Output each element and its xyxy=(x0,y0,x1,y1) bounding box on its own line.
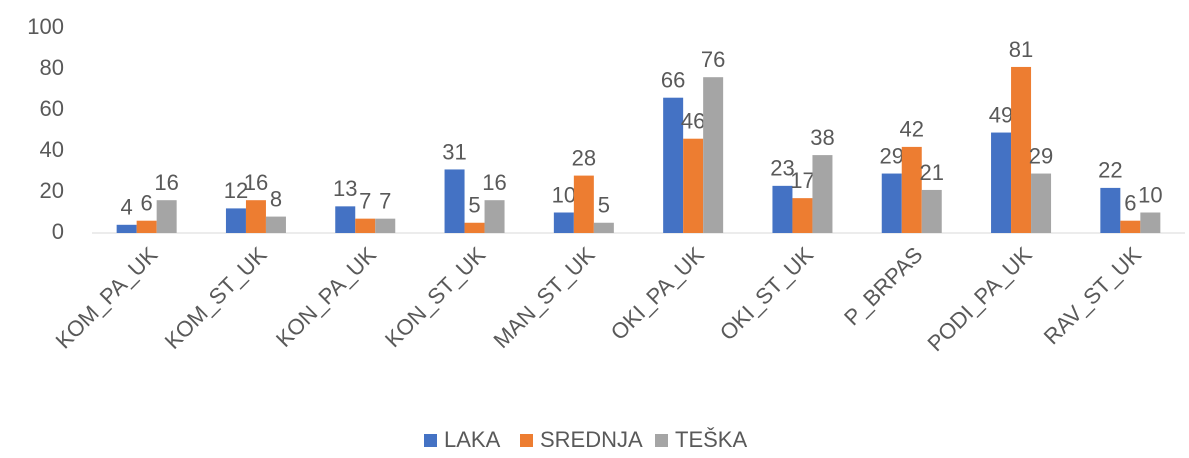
x-tick-label: RAV_ST_UK xyxy=(1039,242,1147,350)
y-tick-label: 60 xyxy=(40,96,64,121)
bar xyxy=(464,222,485,233)
x-tick-label: KOM_ST_UK xyxy=(160,242,272,354)
data-label: 16 xyxy=(154,170,178,195)
data-label: 10 xyxy=(552,182,576,207)
bar xyxy=(1120,220,1141,233)
data-label: 4 xyxy=(121,195,133,220)
y-tick-label: 0 xyxy=(52,219,64,244)
bar xyxy=(593,222,614,233)
data-label: 10 xyxy=(1138,182,1162,207)
x-tick-label: KON_PA_UK xyxy=(271,242,381,352)
data-label: 81 xyxy=(1009,37,1033,62)
data-label: 7 xyxy=(359,188,371,213)
data-label: 6 xyxy=(1124,191,1136,216)
data-label: 22 xyxy=(1098,158,1122,183)
data-label: 5 xyxy=(598,193,610,218)
bar xyxy=(335,206,356,233)
bar xyxy=(772,185,793,233)
data-label: 42 xyxy=(900,117,924,142)
bar xyxy=(553,212,574,233)
bar xyxy=(484,200,505,233)
bar xyxy=(1011,66,1032,233)
bar xyxy=(355,218,376,233)
data-label: 28 xyxy=(572,145,596,170)
legend-label: LAKA xyxy=(444,427,501,452)
legend-swatch xyxy=(520,434,533,447)
data-label: 23 xyxy=(770,156,794,181)
bar xyxy=(881,173,902,233)
data-label: 38 xyxy=(810,125,834,150)
bar xyxy=(1100,187,1121,233)
data-label: 31 xyxy=(442,139,466,164)
x-tick-label: OKI_ST_UK xyxy=(715,242,818,345)
x-tick-label: PODI_PA_UK xyxy=(922,242,1036,356)
data-label: 17 xyxy=(790,168,814,193)
bar xyxy=(225,208,246,233)
legend-swatch xyxy=(655,434,668,447)
bar xyxy=(116,224,137,233)
legend-swatch xyxy=(424,434,437,447)
legend-label: SREDNJA xyxy=(540,427,643,452)
y-tick-label: 20 xyxy=(40,178,64,203)
bar xyxy=(156,200,177,233)
bar xyxy=(901,146,922,233)
bar xyxy=(136,220,157,233)
data-label: 29 xyxy=(1029,143,1053,168)
x-tick-label: MAN_ST_UK xyxy=(488,242,599,353)
data-label: 16 xyxy=(482,170,506,195)
data-label: 21 xyxy=(920,160,944,185)
data-label: 66 xyxy=(661,68,685,93)
bar xyxy=(991,132,1012,233)
bar xyxy=(1140,212,1161,233)
bar xyxy=(792,198,813,233)
bar xyxy=(703,77,724,233)
x-tick-label: KON_ST_UK xyxy=(380,242,490,352)
bar xyxy=(812,155,833,233)
bar xyxy=(375,218,396,233)
bar xyxy=(444,169,465,233)
legend-label: TEŠKA xyxy=(675,427,747,452)
data-label: 7 xyxy=(379,188,391,213)
y-tick-label: 100 xyxy=(27,14,64,39)
data-label: 76 xyxy=(701,47,725,72)
data-label: 6 xyxy=(141,191,153,216)
x-tick-label: OKI_PA_UK xyxy=(606,242,709,345)
data-label: 49 xyxy=(989,102,1013,127)
y-tick-label: 40 xyxy=(40,137,64,162)
bar xyxy=(265,216,286,233)
x-tick-label: KOM_PA_UK xyxy=(51,242,163,354)
bar xyxy=(245,200,266,233)
data-label: 16 xyxy=(244,170,268,195)
data-label: 5 xyxy=(468,193,480,218)
data-label: 29 xyxy=(880,143,904,168)
bar xyxy=(1031,173,1052,233)
bar xyxy=(683,138,704,233)
bar xyxy=(573,175,594,233)
bar xyxy=(663,97,684,233)
data-label: 8 xyxy=(270,186,282,211)
y-tick-label: 80 xyxy=(40,55,64,80)
data-label: 13 xyxy=(333,176,357,201)
data-label: 46 xyxy=(681,109,705,134)
data-label: 12 xyxy=(224,178,248,203)
bar xyxy=(921,189,942,233)
x-tick-label: P_BRPAS xyxy=(839,242,927,330)
